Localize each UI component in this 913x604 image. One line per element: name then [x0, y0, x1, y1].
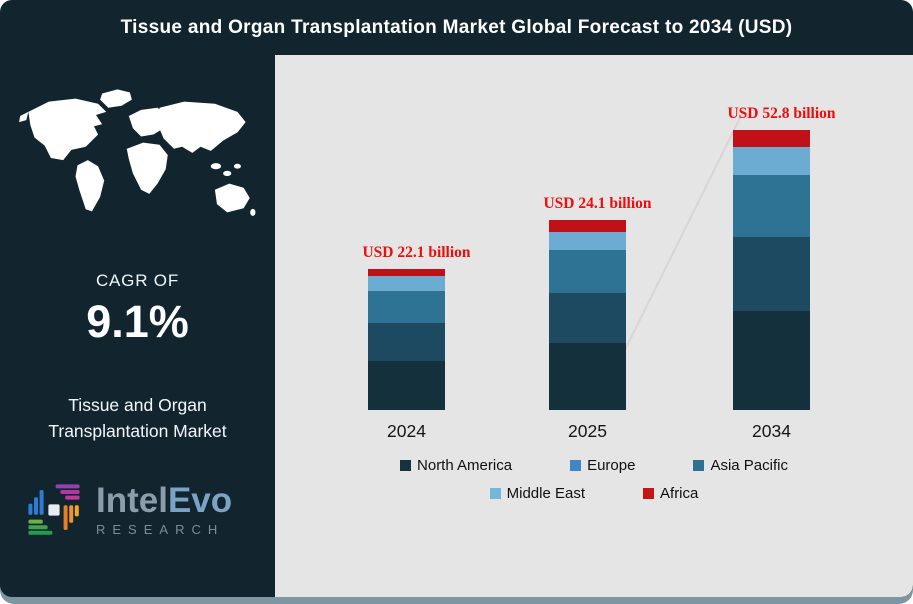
logo-name: IntelEvo [96, 480, 233, 520]
market-name-line1: Tissue and Organ [68, 395, 207, 415]
legend-label: Asia Pacific [710, 457, 788, 474]
bar-segment-asia-pacific [368, 291, 445, 323]
cagr-value: 9.1% [86, 296, 189, 347]
bar-segment-asia-pacific [549, 250, 626, 293]
legend-row: North America Europe Asia Pacific [400, 457, 788, 474]
stacked-bar-2025 [549, 220, 626, 410]
chart-legend: North America Europe Asia Pacific Middle Ea… [275, 457, 913, 502]
page-title: Tissue and Organ Transplantation Market … [120, 17, 793, 38]
bar-segment-europe [368, 323, 445, 361]
legend-swatch-icon [643, 488, 655, 499]
logo-subtitle: RESEARCH [96, 521, 225, 537]
logo-name-part2: Evo [167, 480, 233, 520]
header: Tissue and Organ Transplantation Market … [0, 0, 913, 56]
legend-row: Middle East Africa [489, 485, 698, 502]
logo-name-part1: Intel [96, 480, 168, 520]
legend-label: Africa [660, 485, 699, 502]
legend-label: North America [417, 457, 513, 474]
bar-segment-africa [549, 220, 626, 232]
legend-swatch-icon [570, 460, 582, 471]
trend-line [614, 111, 744, 371]
legend-swatch-icon [400, 460, 412, 471]
bar-segment-europe [733, 237, 810, 311]
bar-segment-africa [368, 269, 445, 276]
bar-segment-middle-east [368, 276, 445, 291]
value-label-2025: USD 24.1 billion [543, 195, 652, 212]
bar-segment-middle-east [549, 232, 626, 250]
logo-text-block: IntelEvo RESEARCH [96, 480, 233, 537]
legend-item-asia-pacific: Asia Pacific [693, 457, 788, 474]
stacked-bar-2024 [368, 269, 445, 410]
legend-label: Europe [587, 457, 636, 474]
world-map-icon [19, 89, 256, 216]
logo-icon [28, 484, 80, 535]
legend-swatch-icon [489, 488, 501, 499]
legend-swatch-icon [693, 460, 705, 471]
market-name-line2: Transplantation Market [48, 421, 227, 441]
chart-panel: USD 22.1 billion 2024 USD 24.1 billion 2025… [275, 55, 913, 597]
sidebar: CAGR OF 9.1% Tissue and Organ Transplant… [0, 56, 275, 597]
value-label-2024: USD 22.1 billion [362, 244, 471, 261]
x-axis-label-2034: 2034 [752, 421, 791, 441]
bar-segment-north-america [549, 343, 626, 410]
legend-item-middle-east: Middle East [489, 485, 586, 502]
bar-segment-africa [733, 130, 810, 147]
bar-segment-middle-east [733, 147, 810, 175]
market-name: Tissue and Organ Transplantation Market [0, 392, 275, 444]
legend-item-europe: Europe [570, 457, 635, 474]
x-axis-label-2024: 2024 [387, 421, 426, 441]
legend-label: Middle East [506, 485, 586, 502]
value-label-2034: USD 52.8 billion [727, 105, 836, 122]
bar-segment-europe [549, 293, 626, 343]
x-axis-label-2025: 2025 [568, 421, 607, 441]
bar-segment-asia-pacific [733, 175, 810, 237]
bar-segment-north-america [368, 361, 445, 410]
brand-logo: IntelEvo RESEARCH [22, 478, 232, 542]
legend-item-africa: Africa [643, 485, 698, 502]
legend-item-north-america: North America [400, 457, 512, 474]
stacked-bar-2034 [733, 130, 810, 410]
cagr-label: CAGR OF [95, 271, 180, 290]
bar-segment-north-america [733, 311, 810, 410]
